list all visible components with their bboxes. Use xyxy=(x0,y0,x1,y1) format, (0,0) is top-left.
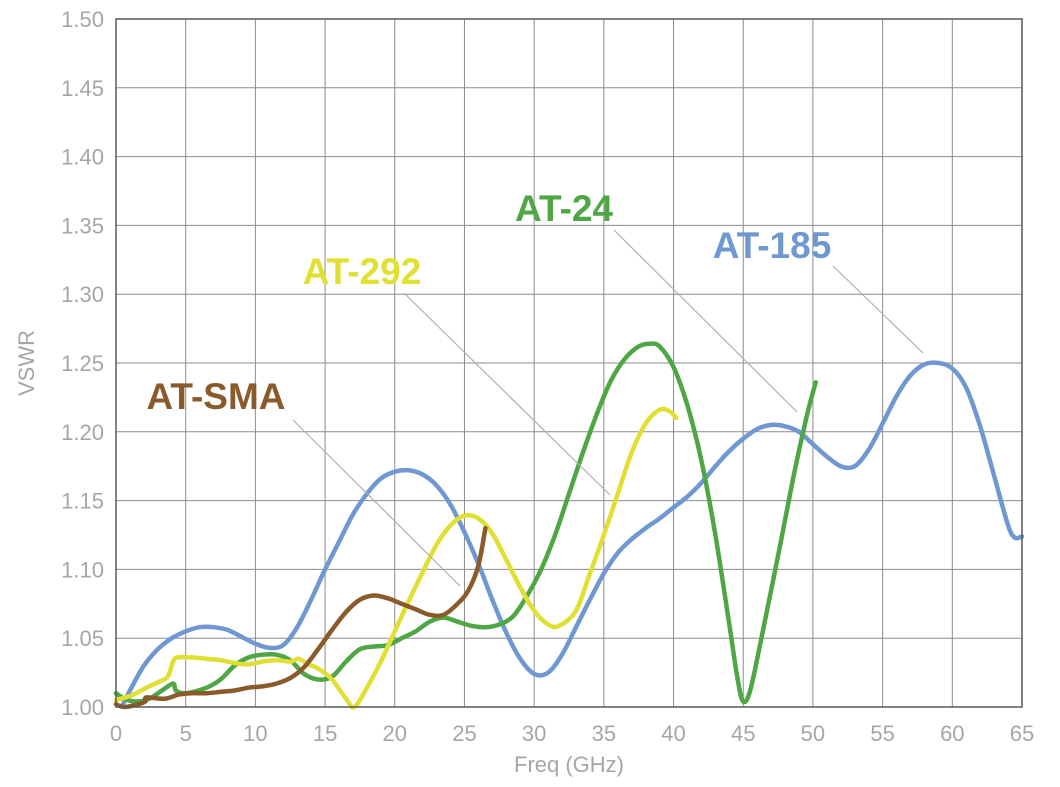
x-tick-label: 45 xyxy=(731,721,755,746)
plot-area xyxy=(115,18,1023,708)
grid-lines xyxy=(115,18,1023,708)
x-tick-label: 30 xyxy=(522,721,546,746)
y-tick-label: 1.15 xyxy=(61,489,104,514)
x-tick-label: 0 xyxy=(110,721,122,746)
series-line-at-sma xyxy=(113,525,488,710)
y-tick-label: 1.05 xyxy=(61,626,104,651)
y-tick-label: 1.25 xyxy=(61,351,104,376)
y-tick-label: 1.40 xyxy=(61,145,104,170)
y-tick-label: 1.50 xyxy=(61,7,104,32)
series-label-at-24: AT-24 xyxy=(515,188,613,229)
x-tick-label: 15 xyxy=(313,721,337,746)
x-axis-ticks: 0 5 10 15 20 25 30 35 40 45 50 55 60 65 xyxy=(110,721,1034,746)
series-line-at-24 xyxy=(113,341,818,705)
x-tick-label: 20 xyxy=(383,721,407,746)
x-tick-label: 35 xyxy=(592,721,616,746)
x-tick-label: 60 xyxy=(940,721,964,746)
y-axis-title: VSWR xyxy=(14,330,39,396)
x-tick-label: 55 xyxy=(870,721,894,746)
series-label-at-292: AT-292 xyxy=(303,251,422,292)
series-lines xyxy=(113,341,1025,710)
y-axis-ticks: 1.00 1.05 1.10 1.15 1.20 1.25 1.30 1.35 1.40 1.45… xyxy=(61,7,104,720)
y-tick-label: 1.10 xyxy=(61,557,104,582)
x-tick-label: 5 xyxy=(180,721,192,746)
series-label-at-185: AT-185 xyxy=(713,225,832,266)
x-tick-label: 25 xyxy=(452,721,476,746)
series-annotations: AT-SMA AT-292 AT-24 AT-185 xyxy=(146,188,924,587)
x-tick-label: 50 xyxy=(801,721,825,746)
leader-line-at-292 xyxy=(403,292,611,496)
series-line-at-185 xyxy=(120,360,1025,707)
x-axis-title: Freq (GHz) xyxy=(514,752,624,777)
leader-line-at-sma xyxy=(292,419,461,587)
y-tick-label: 1.35 xyxy=(61,213,104,238)
y-tick-label: 1.20 xyxy=(61,420,104,445)
x-tick-label: 10 xyxy=(243,721,267,746)
y-tick-label: 1.00 xyxy=(61,695,104,720)
y-tick-label: 1.45 xyxy=(61,76,104,101)
x-tick-label: 65 xyxy=(1010,721,1034,746)
y-tick-label: 1.30 xyxy=(61,282,104,307)
x-tick-label: 40 xyxy=(661,721,685,746)
leader-line-at-24 xyxy=(613,229,798,413)
series-line-at-292 xyxy=(113,406,679,710)
leader-line-at-185 xyxy=(832,265,924,354)
series-label-at-sma: AT-SMA xyxy=(146,376,285,417)
